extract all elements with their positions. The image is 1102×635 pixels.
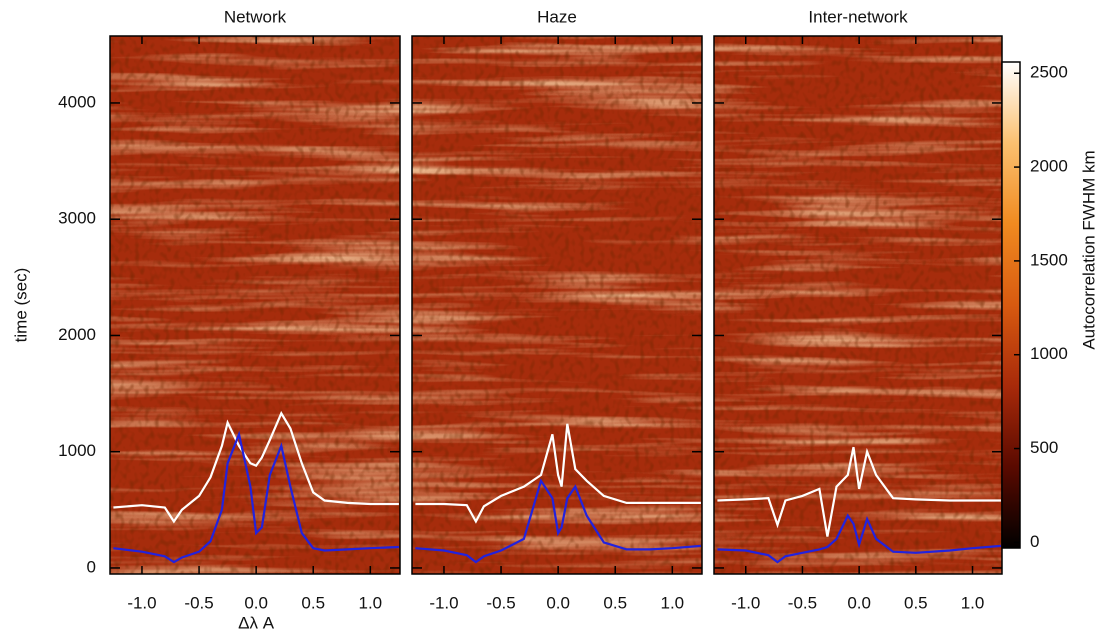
colorbar-tick-label: 1500 [1030,250,1068,269]
profile-line [113,410,399,524]
x-tick-label: 0.0 [847,593,871,612]
x-tick-label: 0.5 [301,593,325,612]
x-tick-label: 0.0 [546,593,570,612]
panel-frame [411,35,703,575]
x-tick-label: 0.5 [603,593,627,612]
colorbar-label: Autocorrelation FWHM km [1079,150,1098,349]
x-tick-label: 1.0 [660,593,684,612]
panel-title: Network [224,7,287,26]
panel-frame [109,35,401,575]
panel-title: Haze [537,7,577,26]
heatmap-noise [412,36,702,574]
y-tick-label: 3000 [58,209,96,228]
x-tick-label: 1.0 [961,593,985,612]
panel-title: Inter-network [808,7,908,26]
heatmap-noise [714,36,1002,574]
colorbar [1001,61,1021,549]
x-tick-label: 1.0 [358,593,382,612]
heatmap-noise [110,36,400,574]
colorbar-tick-label: 1000 [1030,344,1068,363]
x-tick-label: -0.5 [486,593,515,612]
colorbar-tick-label: 500 [1030,438,1058,457]
x-tick-label: 0.0 [244,593,268,612]
x-tick-label: -1.0 [127,593,156,612]
profile-line [415,478,701,564]
x-tick-label: -0.5 [184,593,213,612]
colorbar-tick-label: 0 [1030,532,1039,551]
x-tick-label: 0.5 [904,593,928,612]
y-tick-label: 1000 [58,441,96,460]
y-tick-label: 4000 [58,92,96,111]
x-tick-label: -0.5 [788,593,817,612]
colorbar-tick-label: 2000 [1030,157,1068,176]
profile-line [717,513,1001,564]
x-axis-label: Δλ A [238,613,275,632]
y-tick-label: 2000 [58,325,96,344]
profile-line [415,423,701,524]
profile-line [717,446,1001,537]
profile-line [113,430,399,564]
y-axis-label: time (sec) [11,268,30,343]
x-tick-label: -1.0 [731,593,760,612]
colorbar-tick-label: 2500 [1030,63,1068,82]
x-tick-label: -1.0 [429,593,458,612]
y-tick-label: 0 [87,557,96,576]
